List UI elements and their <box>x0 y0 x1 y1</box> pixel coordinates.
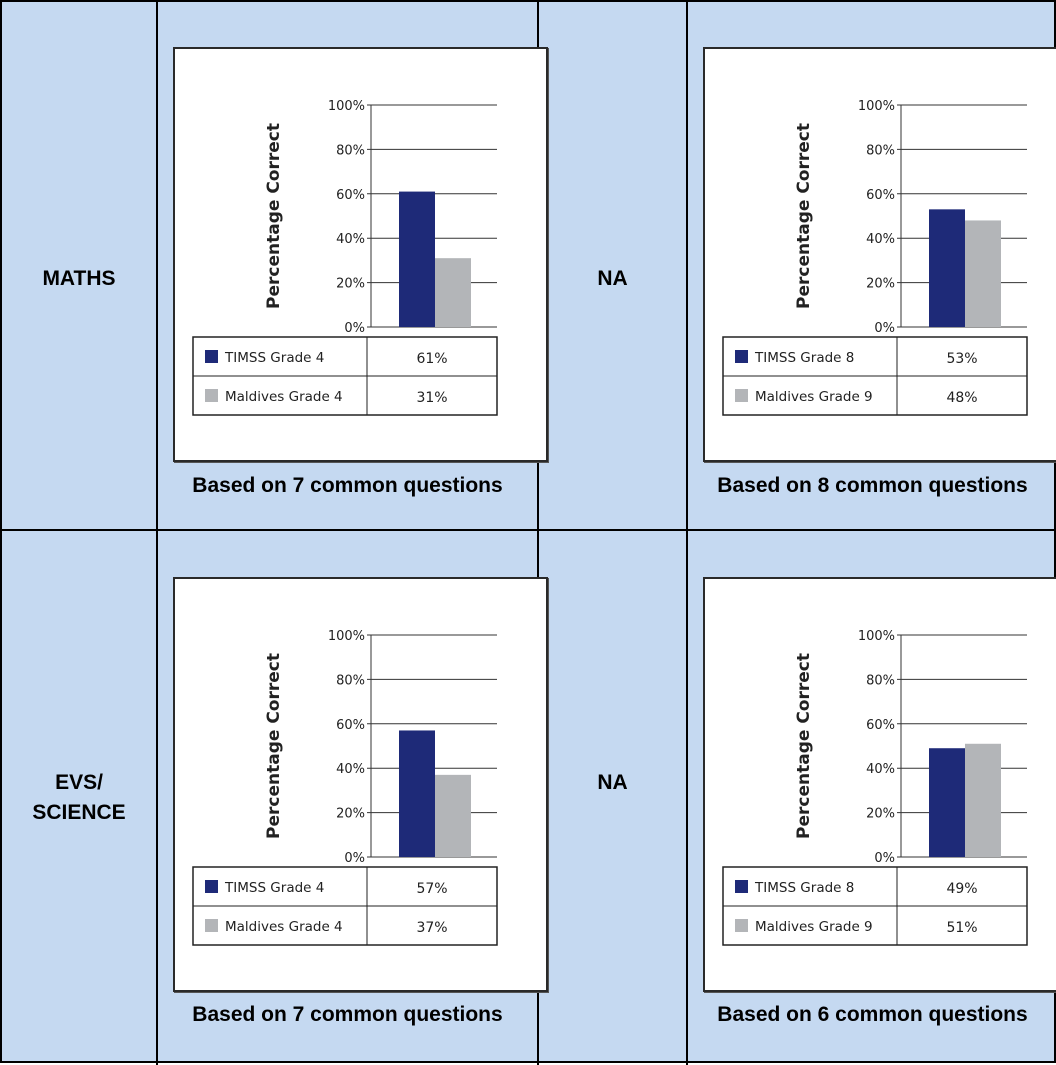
y-tick-label: 60% <box>866 718 895 733</box>
table-divider <box>537 2 539 1065</box>
row-na-cell: NA <box>597 771 628 794</box>
legend-label: TIMSS Grade 8 <box>754 880 854 896</box>
chart-caption: Based on 6 common questions <box>717 1003 1028 1026</box>
y-axis-label: Percentage Correct <box>264 653 284 839</box>
y-axis-label: Percentage Correct <box>794 653 814 839</box>
legend-swatch <box>205 880 218 893</box>
legend-swatch <box>735 350 748 363</box>
legend-label: Maldives Grade 4 <box>225 919 343 935</box>
chart-panel: 0% 20% 40% 60% 80% 100% Percentage Correct TIMS… <box>173 47 548 462</box>
legend-label: TIMSS Grade 4 <box>224 350 324 366</box>
y-tick-label: 80% <box>336 673 365 688</box>
y-axis-label: Percentage Correct <box>794 123 814 309</box>
data-label: 37% <box>416 920 447 936</box>
table-divider <box>686 2 688 1065</box>
table-divider <box>156 2 158 1065</box>
y-tick-label: 100% <box>328 99 365 114</box>
legend-swatch <box>205 919 218 932</box>
data-label: 57% <box>416 881 447 897</box>
row-na-cell: NA <box>597 267 628 290</box>
bar-chart: 0% 20% 40% 60% 80% 100% Percentage Correct TIMS… <box>192 99 498 416</box>
legend-swatch <box>735 880 748 893</box>
legend-label: Maldives Grade 9 <box>755 919 873 935</box>
table-divider <box>2 529 1056 531</box>
data-label: 51% <box>946 920 977 936</box>
y-tick-label: 20% <box>866 277 895 292</box>
legend-label: Maldives Grade 9 <box>755 389 873 405</box>
bar-chart: 0% 20% 40% 60% 80% 100% Percentage Correct TIMS… <box>722 629 1028 946</box>
bar <box>929 748 965 857</box>
chart-panel: 0% 20% 40% 60% 80% 100% Percentage Correct TIMS… <box>173 577 548 992</box>
y-tick-label: 60% <box>866 188 895 203</box>
bar-chart: 0% 20% 40% 60% 80% 100% Percentage Correct TIMS… <box>722 99 1028 416</box>
y-tick-label: 20% <box>336 277 365 292</box>
y-tick-label: 80% <box>866 673 895 688</box>
bar <box>929 209 965 327</box>
data-label: 53% <box>946 351 977 367</box>
bar <box>435 258 471 327</box>
y-tick-label: 0% <box>344 851 365 866</box>
y-tick-label: 100% <box>328 629 365 644</box>
y-tick-label: 60% <box>336 718 365 733</box>
y-tick-label: 40% <box>336 762 365 777</box>
data-label: 61% <box>416 351 447 367</box>
bar <box>965 220 1001 327</box>
bar-chart: 0% 20% 40% 60% 80% 100% Percentage Correct TIMS… <box>192 629 498 946</box>
chart-caption: Based on 7 common questions <box>192 474 503 497</box>
y-tick-label: 60% <box>336 188 365 203</box>
row-label-maths: MATHS <box>42 267 116 290</box>
chart-panel: 0% 20% 40% 60% 80% 100% Percentage Correct TIMS… <box>703 47 1056 462</box>
y-tick-label: 40% <box>336 232 365 247</box>
legend-swatch <box>205 389 218 402</box>
bar <box>399 730 435 857</box>
legend-swatch <box>735 919 748 932</box>
y-tick-label: 20% <box>336 807 365 822</box>
y-tick-label: 40% <box>866 762 895 777</box>
bar <box>965 743 1001 857</box>
y-tick-label: 0% <box>874 851 895 866</box>
y-tick-label: 0% <box>874 321 895 336</box>
y-axis-label: Percentage Correct <box>264 123 284 309</box>
data-label: 48% <box>946 390 977 406</box>
row-label-science: EVS/ SCIENCE <box>32 771 126 825</box>
legend-swatch <box>735 389 748 402</box>
legend-label: Maldives Grade 4 <box>225 389 343 405</box>
legend-label: TIMSS Grade 8 <box>754 350 854 366</box>
chart-panel: 0% 20% 40% 60% 80% 100% Percentage Correct TIMS… <box>703 577 1056 992</box>
chart-caption: Based on 8 common questions <box>717 474 1028 497</box>
y-tick-label: 20% <box>866 807 895 822</box>
y-tick-label: 100% <box>858 99 895 114</box>
y-tick-label: 40% <box>866 232 895 247</box>
y-tick-label: 0% <box>344 321 365 336</box>
chart-caption: Based on 7 common questions <box>192 1003 503 1026</box>
data-label: 31% <box>416 390 447 406</box>
legend-swatch <box>205 350 218 363</box>
bar <box>435 774 471 857</box>
data-label: 49% <box>946 881 977 897</box>
y-tick-label: 80% <box>866 143 895 158</box>
bar <box>399 191 435 327</box>
legend-label: TIMSS Grade 4 <box>224 880 324 896</box>
y-tick-label: 80% <box>336 143 365 158</box>
y-tick-label: 100% <box>858 629 895 644</box>
